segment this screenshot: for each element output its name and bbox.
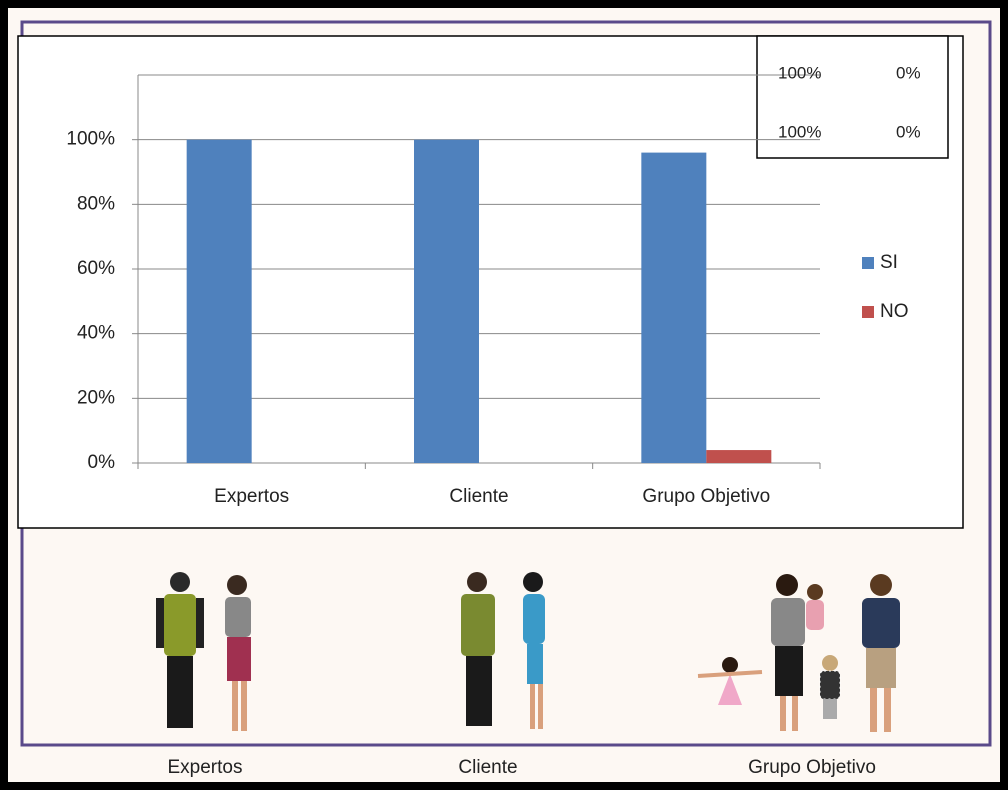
x-tick-label: Expertos — [214, 486, 289, 507]
value-table — [756, 35, 949, 159]
table-cell: 100% — [778, 63, 821, 82]
y-tick-label: 60% — [77, 258, 115, 279]
y-tick-label: 100% — [66, 129, 115, 150]
legend-label: NO — [880, 301, 909, 322]
figure-label: Expertos — [168, 757, 243, 778]
y-tick-label: 40% — [77, 323, 115, 344]
legend-label: SI — [880, 252, 898, 273]
legend-swatch — [862, 306, 874, 318]
legend-swatch — [862, 257, 874, 269]
y-tick-label: 0% — [88, 452, 116, 473]
x-tick-label: Cliente — [449, 486, 508, 507]
table-cell: 0% — [896, 63, 921, 82]
bar — [641, 152, 707, 463]
table-cell: 0% — [896, 122, 921, 141]
y-tick-label: 80% — [77, 193, 115, 214]
bar — [706, 450, 772, 463]
figure-label: Grupo Objetivo — [748, 757, 876, 778]
bar — [186, 139, 252, 463]
bar — [414, 139, 479, 463]
table-cell: 100% — [778, 122, 821, 141]
y-tick-label: 20% — [77, 387, 115, 408]
figure-label: Cliente — [458, 757, 517, 778]
x-tick-label: Grupo Objetivo — [642, 486, 770, 507]
people-illustrations — [156, 572, 900, 732]
